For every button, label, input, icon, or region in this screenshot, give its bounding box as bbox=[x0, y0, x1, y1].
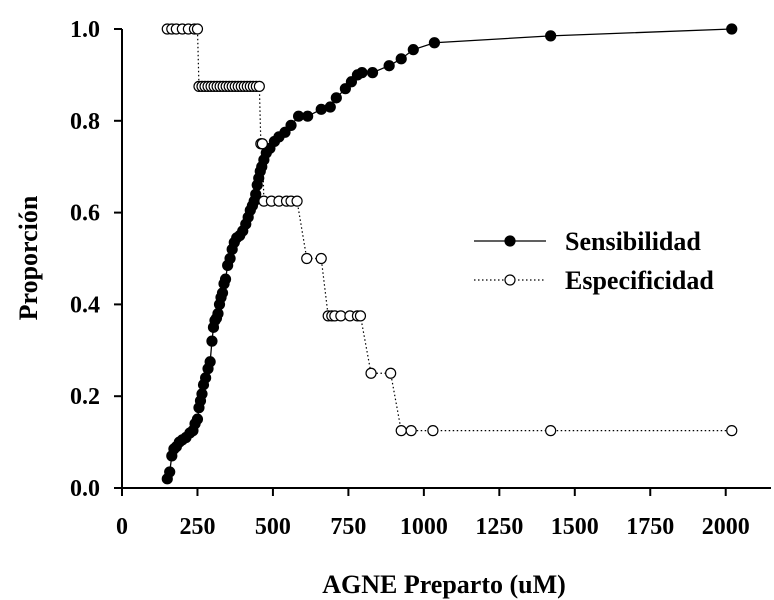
data-point-especificidad bbox=[405, 425, 417, 437]
data-point-sensibilidad bbox=[212, 307, 224, 320]
data-point-sensibilidad bbox=[339, 83, 351, 95]
data-point-sensibilidad bbox=[324, 101, 336, 113]
y-tick-label: 0.8 bbox=[70, 109, 100, 135]
legend: Sensibilidad Especificidad bbox=[474, 227, 714, 295]
x-tick-label: 750 bbox=[330, 514, 366, 540]
x-tick-label: 250 bbox=[179, 514, 215, 540]
data-point-sensibilidad bbox=[285, 119, 297, 131]
data-point-especificidad bbox=[315, 252, 327, 265]
x-tick-label: 1000 bbox=[400, 514, 448, 540]
data-point-especificidad bbox=[427, 425, 439, 437]
y-tick-label: 0.2 bbox=[70, 384, 100, 410]
plot-area bbox=[161, 23, 738, 485]
data-point-especificidad bbox=[291, 195, 303, 207]
data-point-sensibilidad bbox=[356, 67, 368, 79]
data-point-sensibilidad bbox=[302, 110, 314, 122]
x-tick-label: 500 bbox=[255, 514, 291, 540]
data-point-especificidad bbox=[256, 138, 268, 150]
data-point-especificidad bbox=[191, 23, 204, 35]
legend-marker-sensibilidad bbox=[504, 235, 516, 247]
data-point-especificidad bbox=[385, 367, 397, 379]
data-point-sensibilidad bbox=[366, 67, 379, 79]
data-point-especificidad bbox=[365, 367, 377, 379]
data-point-sensibilidad bbox=[345, 76, 358, 88]
data-point-especificidad bbox=[726, 425, 738, 437]
y-tick-label: 0.0 bbox=[70, 476, 100, 502]
x-tick-label: 1500 bbox=[551, 514, 599, 540]
data-point-sensibilidad bbox=[726, 23, 738, 35]
data-point-sensibilidad bbox=[250, 188, 262, 200]
data-point-sensibilidad bbox=[204, 356, 216, 368]
data-point-sensibilidad bbox=[407, 44, 419, 56]
data-point-sensibilidad bbox=[216, 287, 229, 299]
data-point-sensibilidad bbox=[428, 37, 441, 49]
y-tick-label: 1.0 bbox=[70, 17, 100, 43]
legend-marker-especificidad bbox=[504, 274, 516, 286]
data-point-sensibilidad bbox=[279, 126, 291, 138]
data-point-sensibilidad bbox=[164, 466, 176, 478]
data-point-especificidad bbox=[545, 425, 557, 437]
data-point-especificidad bbox=[354, 310, 367, 322]
data-point-especificidad bbox=[395, 425, 407, 437]
axes: 0 250 500 750 1000 1250 1500 1750 2000 0.0 0.2 0.4 0… bbox=[70, 17, 771, 540]
data-point-sensibilidad bbox=[383, 60, 395, 72]
data-point-sensibilidad bbox=[191, 413, 204, 425]
data-point-sensibilidad bbox=[315, 103, 327, 115]
y-tick-label: 0.6 bbox=[70, 201, 100, 227]
x-tick-label: 1250 bbox=[475, 514, 523, 540]
y-tick-label: 0.4 bbox=[70, 292, 100, 318]
data-point-sensibilidad bbox=[200, 372, 212, 384]
data-point-especificidad bbox=[301, 252, 313, 265]
data-point-sensibilidad bbox=[219, 273, 232, 285]
x-tick-label: 2000 bbox=[702, 514, 750, 540]
data-point-especificidad bbox=[253, 80, 265, 92]
x-axis-title: AGNE Preparto (uM) bbox=[322, 570, 566, 599]
data-point-sensibilidad bbox=[330, 92, 342, 104]
x-tick-label: 1750 bbox=[626, 514, 674, 540]
x-tick-label: 0 bbox=[116, 514, 128, 540]
data-point-sensibilidad bbox=[395, 53, 407, 65]
data-point-sensibilidad bbox=[196, 388, 208, 400]
data-point-sensibilidad bbox=[224, 252, 236, 265]
legend-label-especificidad: Especificidad bbox=[565, 266, 714, 295]
y-axis-title: Proporción bbox=[14, 195, 43, 320]
data-point-sensibilidad bbox=[545, 30, 557, 42]
legend-label-sensibilidad: Sensibilidad bbox=[565, 227, 701, 256]
data-point-sensibilidad bbox=[206, 335, 218, 347]
